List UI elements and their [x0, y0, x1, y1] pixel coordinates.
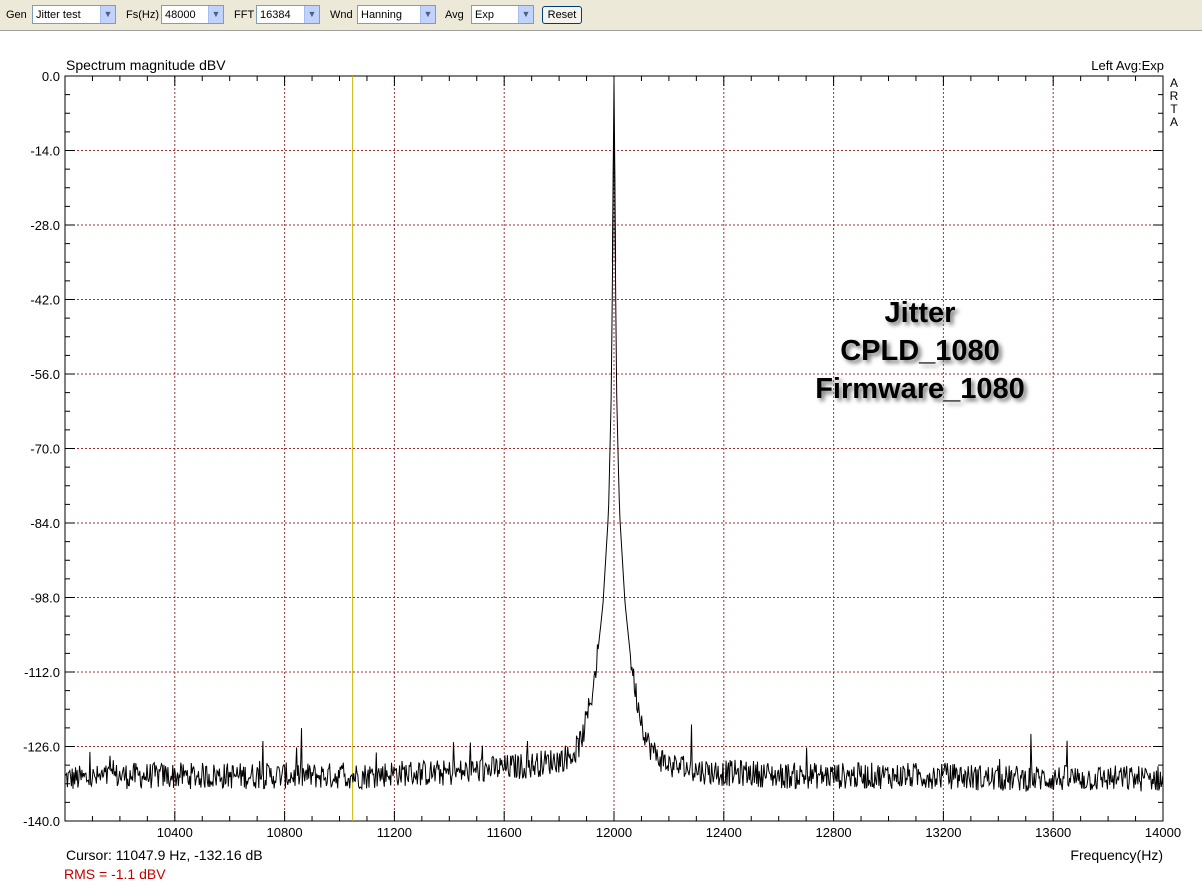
overlay-line: Jitter — [884, 297, 956, 329]
y-tick-label: 0.0 — [42, 69, 60, 84]
fft-label: FFT — [234, 9, 255, 21]
plot-frame — [64, 75, 1164, 822]
gen-select-value: Jitter test — [36, 9, 81, 21]
x-tick-label: 11600 — [487, 825, 522, 840]
x-tick-label: 10800 — [267, 825, 303, 840]
chevron-down-icon[interactable]: ▼ — [100, 6, 115, 23]
x-axis-title: Frequency(Hz) — [1070, 847, 1163, 863]
side-letter: R — [1170, 89, 1179, 103]
wnd-label: Wnd — [330, 9, 353, 21]
x-tick-label: 13200 — [925, 825, 961, 840]
gen-label: Gen — [6, 9, 27, 21]
avg-label: Avg — [445, 9, 464, 21]
y-tick-label: -14.0 — [30, 144, 60, 159]
y-tick-labels: 0.0 -14.0 -28.0 -42.0 -56.0 -70.0 -84.0 -98.0 -1… — [23, 69, 60, 829]
fs-select-value: 48000 — [165, 9, 196, 21]
channel-info: Left Avg:Exp — [1091, 58, 1164, 73]
x-tick-label: 11200 — [377, 825, 412, 840]
y-tick-label: -126.0 — [23, 740, 60, 755]
side-letter: A — [1170, 76, 1178, 90]
chevron-down-icon[interactable]: ▼ — [304, 6, 319, 23]
rms-readout: RMS = -1.1 dBV — [64, 866, 166, 882]
fs-select[interactable]: 48000 ▼ — [161, 5, 224, 24]
avg-select-value: Exp — [475, 9, 494, 21]
spectrum-chart[interactable]: 0.0 -14.0 -28.0 -42.0 -56.0 -70.0 -84.0 -98.0 -1… — [0, 30, 1202, 884]
x-tick-label: 13600 — [1035, 825, 1071, 840]
chevron-down-icon[interactable]: ▼ — [420, 6, 435, 23]
y-tick-label: -56.0 — [30, 367, 60, 382]
x-tick-label: 12400 — [706, 825, 742, 840]
x-tick-label: 10400 — [157, 825, 193, 840]
overlay-line: CPLD_1080 — [840, 335, 1000, 367]
overlay-title: Jitter CPLD_1080 Firmware_1080 — [780, 294, 1060, 408]
y-tick-label: -112.0 — [24, 665, 60, 680]
side-letter: A — [1170, 115, 1178, 129]
toolbar: Gen Jitter test ▼ Fs(Hz) 48000 ▼ FFT 163… — [0, 0, 1202, 31]
x-tick-label: 12800 — [816, 825, 852, 840]
y-tick-label: -70.0 — [30, 442, 60, 457]
x-tick-label: 14000 — [1145, 825, 1181, 840]
overlay-line: Firmware_1080 — [815, 373, 1025, 405]
wnd-select[interactable]: Hanning ▼ — [357, 5, 436, 24]
avg-select[interactable]: Exp ▼ — [471, 5, 534, 24]
chevron-down-icon[interactable]: ▼ — [208, 6, 223, 23]
fft-select-value: 16384 — [260, 9, 291, 21]
y-tick-label: -140.0 — [23, 814, 60, 829]
x-tick-labels: 10400 10800 11200 11600 12000 12400 12800 13200… — [157, 825, 1181, 840]
cursor-readout: Cursor: 11047.9 Hz, -132.16 dB — [66, 847, 263, 863]
chevron-down-icon[interactable]: ▼ — [518, 6, 533, 23]
y-tick-label: -84.0 — [30, 516, 60, 531]
fft-select[interactable]: 16384 ▼ — [256, 5, 320, 24]
y-tick-label: -28.0 — [30, 218, 60, 233]
gen-select[interactable]: Jitter test ▼ — [32, 5, 116, 24]
y-axis-title: Spectrum magnitude dBV — [66, 57, 226, 73]
fs-label: Fs(Hz) — [126, 9, 159, 21]
x-tick-label: 12000 — [596, 825, 632, 840]
y-tick-label: -98.0 — [30, 591, 60, 606]
plot-grid — [65, 76, 1163, 821]
reset-button[interactable]: Reset — [542, 6, 582, 24]
side-letter: T — [1170, 102, 1178, 116]
wnd-select-value: Hanning — [361, 9, 402, 21]
spectrum-peak — [611, 81, 617, 263]
y-tick-label: -42.0 — [30, 293, 60, 308]
